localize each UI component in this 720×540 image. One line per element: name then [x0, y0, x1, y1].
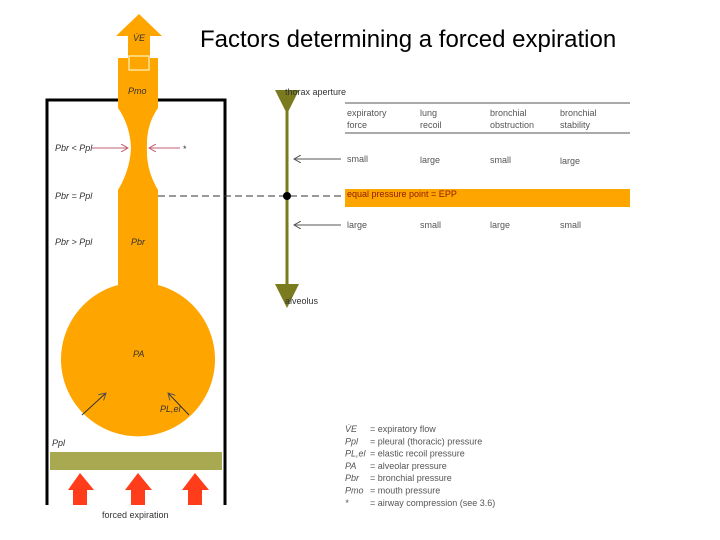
header-bronchial-stability-1: bronchial: [560, 108, 597, 118]
axis-bottom-label: alveolus: [285, 296, 319, 306]
pbr-gt-ppl-label: Pbr > Ppl: [55, 237, 93, 247]
legend-description: = elastic recoil pressure: [370, 449, 465, 459]
legend-symbol: Ppl: [345, 436, 359, 446]
cell: small: [420, 220, 441, 230]
table-row-below-epp: large small large small: [347, 220, 581, 230]
cell: large: [347, 220, 367, 230]
legend-description: = mouth pressure: [370, 486, 440, 496]
compression-label: *: [183, 144, 187, 154]
legend-description: = airway compression (see 3.6): [370, 498, 495, 508]
force-arrows: [68, 473, 209, 505]
cell: large: [420, 155, 440, 165]
header-lung-recoil-2: recoil: [420, 120, 442, 130]
epp-label: equal pressure point = EPP: [347, 189, 457, 199]
table-headers: expiratory force lung recoil bronchial o…: [347, 108, 597, 130]
header-bronchial-stability-2: stability: [560, 120, 591, 130]
header-expiratory-force-2: force: [347, 120, 367, 130]
recoil-arrow-right: [168, 393, 190, 416]
legend-description: = expiratory flow: [370, 424, 436, 434]
cell: large: [560, 156, 580, 166]
thorax-box: [45, 98, 227, 505]
pbr-eq-ppl-label: Pbr = Ppl: [55, 191, 93, 201]
axis-top-label: thorax aperture: [285, 87, 346, 97]
legend-symbol: V̇E: [345, 424, 358, 434]
epp-band: [345, 189, 630, 207]
legend-symbol: Pmo: [345, 486, 364, 496]
bronchial-pressure-label: Pbr: [131, 237, 146, 247]
header-lung-recoil-1: lung: [420, 108, 437, 118]
cell: large: [490, 220, 510, 230]
airway-shape: [60, 58, 215, 437]
flow-arrow-outline: [128, 55, 150, 71]
legend-symbol: PL,el: [345, 449, 367, 459]
legend-description: = alveolar pressure: [370, 461, 447, 471]
recoil-arrow-left: [81, 393, 106, 416]
legend: V̇E = expiratory flow Ppl = pleural (thorac…: [345, 424, 495, 508]
legend-symbol: Pbr: [345, 473, 360, 483]
force-arrow: [182, 473, 209, 505]
cell: small: [347, 154, 368, 164]
legend-description: = bronchial pressure: [370, 473, 452, 483]
elastic-recoil-label: PL,el: [160, 404, 182, 414]
legend-symbol: PA: [345, 461, 356, 471]
legend-symbol: *: [345, 498, 349, 508]
slide-title: Factors determining a forced expiration: [200, 26, 617, 53]
force-arrow: [68, 473, 94, 505]
flow-label: V̇E: [133, 33, 146, 43]
header-bronchial-obstruction-1: bronchial: [490, 108, 527, 118]
forced-expiration-label: forced expiration: [102, 510, 169, 520]
cell: small: [490, 155, 511, 165]
pleura-bar: [50, 452, 222, 470]
pbr-lt-ppl-label: Pbr < Ppl: [55, 143, 93, 153]
alveolar-pressure-label: PA: [133, 349, 144, 359]
force-arrow: [125, 473, 152, 505]
cell: small: [560, 220, 581, 230]
pleural-pressure-label: Ppl: [52, 438, 66, 448]
table-row-above-epp: small large small large: [347, 154, 580, 166]
epp-point: [283, 192, 291, 200]
header-expiratory-force-1: expiratory: [347, 108, 387, 118]
legend-description: = pleural (thoracic) pressure: [370, 436, 482, 446]
header-bronchial-obstruction-2: obstruction: [490, 120, 534, 130]
mouth-pressure-label: Pmo: [128, 86, 147, 96]
flow-arrow: [116, 14, 162, 58]
